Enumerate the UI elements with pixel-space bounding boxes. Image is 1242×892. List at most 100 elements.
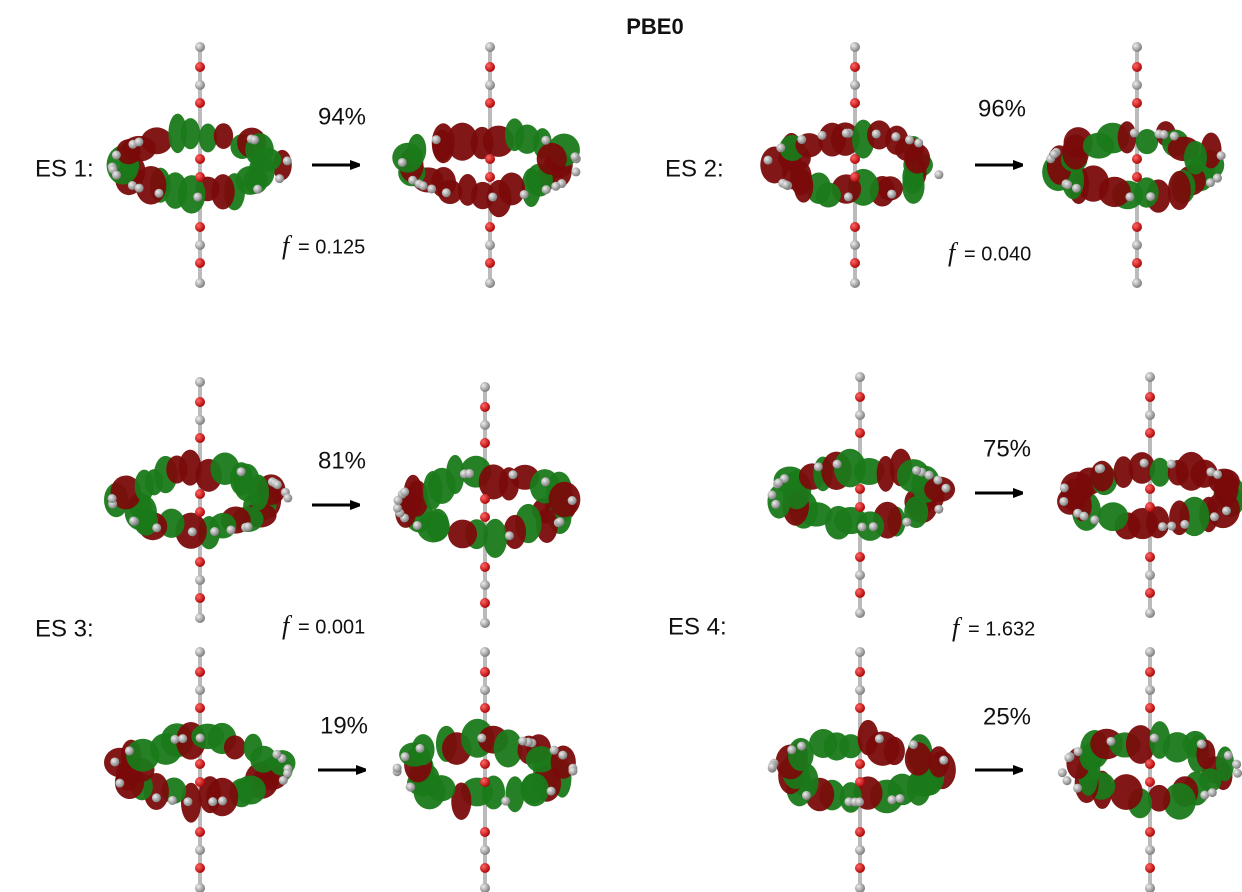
atom bbox=[195, 98, 205, 108]
atom bbox=[393, 764, 402, 773]
atom bbox=[195, 80, 205, 90]
atom bbox=[480, 777, 490, 787]
transition-weight: 96% bbox=[978, 95, 1026, 122]
atom bbox=[1106, 737, 1115, 746]
atom bbox=[283, 769, 292, 778]
atom bbox=[480, 863, 490, 873]
transition-weight: 81% bbox=[318, 447, 366, 474]
atom bbox=[1132, 240, 1142, 250]
atom bbox=[1132, 42, 1142, 52]
atom bbox=[1145, 883, 1155, 892]
atom bbox=[480, 494, 490, 504]
atom bbox=[1213, 470, 1222, 479]
atom bbox=[850, 80, 860, 90]
atom bbox=[895, 794, 904, 803]
transition-weight: 94% bbox=[318, 103, 366, 130]
atom bbox=[283, 494, 292, 503]
atom bbox=[413, 521, 422, 530]
atom bbox=[1063, 180, 1072, 189]
atom bbox=[1197, 739, 1206, 748]
f-value: = 0.001 bbox=[298, 616, 365, 638]
atom bbox=[939, 756, 948, 765]
atom bbox=[1167, 522, 1176, 531]
atom bbox=[1125, 192, 1134, 201]
atom bbox=[152, 523, 161, 532]
atom bbox=[195, 240, 205, 250]
atom bbox=[855, 502, 865, 512]
orbital-lobe bbox=[408, 134, 426, 165]
orbital-image bbox=[760, 42, 943, 288]
state-label: ES 2: bbox=[665, 155, 724, 182]
atom bbox=[1150, 734, 1159, 743]
atom bbox=[855, 667, 865, 677]
atom bbox=[551, 182, 560, 191]
atom bbox=[210, 527, 219, 536]
atom bbox=[1072, 184, 1081, 193]
atom bbox=[195, 613, 205, 623]
atom bbox=[115, 779, 124, 788]
atom bbox=[237, 467, 246, 476]
atom bbox=[170, 735, 179, 744]
atom bbox=[195, 42, 205, 52]
atom bbox=[195, 258, 205, 268]
atom bbox=[195, 883, 205, 892]
orbital-lobe bbox=[904, 144, 930, 174]
atom bbox=[1145, 647, 1155, 657]
atom bbox=[568, 767, 577, 776]
atom bbox=[134, 137, 143, 146]
atom bbox=[195, 575, 205, 585]
atom bbox=[195, 647, 205, 657]
atom bbox=[112, 151, 121, 160]
atom bbox=[193, 192, 202, 201]
atom bbox=[178, 734, 187, 743]
state-label: ES 3: bbox=[35, 615, 94, 642]
atom bbox=[1145, 570, 1155, 580]
atom bbox=[541, 477, 550, 486]
atom bbox=[273, 480, 282, 489]
atom bbox=[842, 129, 851, 138]
orbital-image bbox=[1042, 42, 1225, 288]
atom bbox=[195, 377, 205, 387]
atom bbox=[1145, 667, 1155, 677]
atom bbox=[272, 750, 281, 759]
orbital-lobe bbox=[249, 475, 269, 511]
atom bbox=[1159, 130, 1168, 139]
atom bbox=[508, 470, 517, 479]
atom bbox=[195, 172, 205, 182]
atom bbox=[850, 172, 860, 182]
atom bbox=[480, 438, 490, 448]
orbital-lobe bbox=[141, 127, 172, 154]
atom bbox=[1130, 129, 1139, 138]
atom bbox=[275, 174, 284, 183]
atom bbox=[782, 180, 791, 189]
atom bbox=[1170, 132, 1179, 141]
atom bbox=[1145, 608, 1155, 618]
orbital-image bbox=[104, 647, 295, 892]
figure-title: PBE0 bbox=[626, 14, 683, 39]
atom bbox=[195, 433, 205, 443]
atom bbox=[485, 240, 495, 250]
atom bbox=[764, 156, 773, 165]
atom bbox=[196, 734, 205, 743]
atom bbox=[855, 777, 865, 787]
atom bbox=[480, 827, 490, 837]
atom bbox=[1222, 506, 1231, 515]
orbital-lobe bbox=[537, 143, 567, 175]
atom bbox=[1145, 484, 1155, 494]
orbital-lobe bbox=[522, 773, 545, 804]
atom bbox=[887, 190, 896, 199]
atom bbox=[1145, 777, 1155, 787]
atom bbox=[518, 737, 527, 746]
atom bbox=[195, 507, 205, 517]
atom bbox=[1145, 502, 1155, 512]
f-value: = 0.125 bbox=[298, 236, 365, 258]
atom bbox=[480, 598, 490, 608]
atom bbox=[480, 618, 490, 628]
orbital-image bbox=[392, 42, 581, 288]
atom bbox=[869, 522, 878, 531]
orbital-lobe bbox=[250, 147, 281, 172]
atom bbox=[850, 222, 860, 232]
atom bbox=[905, 135, 914, 144]
atom bbox=[1210, 512, 1219, 521]
atom bbox=[488, 192, 497, 201]
